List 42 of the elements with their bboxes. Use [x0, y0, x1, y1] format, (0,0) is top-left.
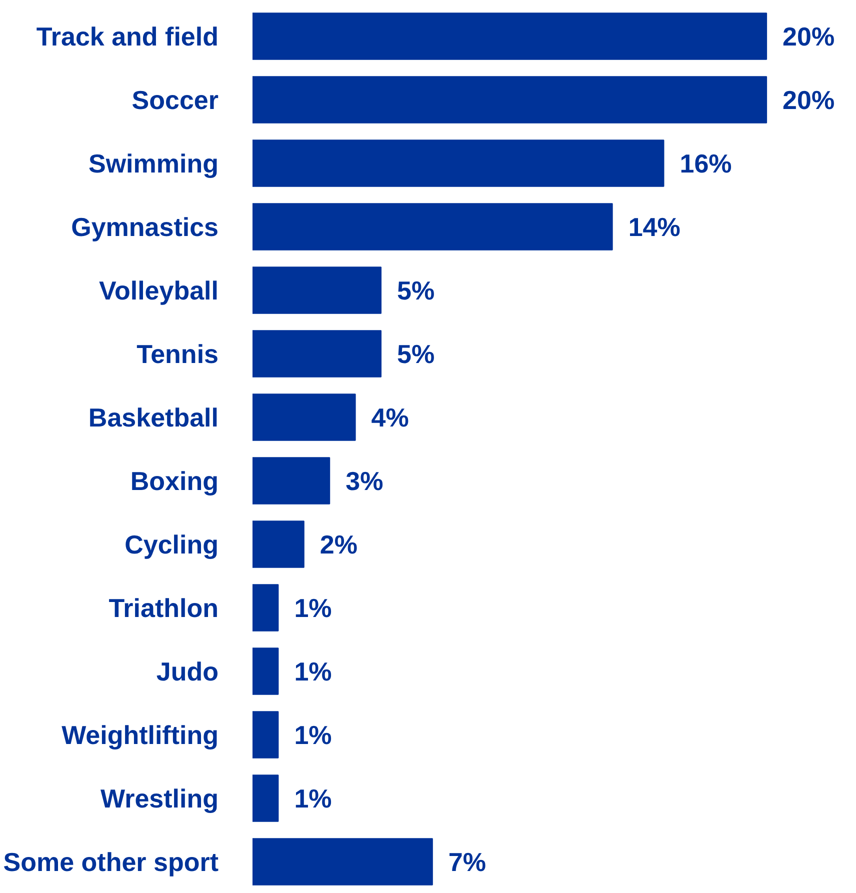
- data-label: 1%: [294, 656, 332, 686]
- bar: [252, 774, 279, 822]
- y-tick-label: Cycling: [124, 529, 219, 560]
- y-tick-label: Basketball: [88, 402, 219, 432]
- y-tick-label: Volleyball: [99, 275, 219, 306]
- y-tick-label: Triathlon: [108, 592, 219, 623]
- data-label: 5%: [397, 275, 435, 306]
- data-label: 7%: [448, 846, 486, 877]
- data-label: 16%: [680, 148, 732, 178]
- y-tick-label: Tennis: [136, 338, 218, 369]
- bar: [252, 330, 382, 378]
- y-tick-label: Gymnastics: [71, 212, 218, 242]
- data-label: 2%: [320, 529, 358, 560]
- bar: [252, 711, 279, 758]
- data-label: 4%: [371, 402, 409, 432]
- data-label: 1%: [294, 592, 332, 623]
- bar: [252, 520, 304, 568]
- bar: [252, 838, 433, 886]
- bar: [252, 584, 279, 632]
- data-label: 20%: [782, 21, 835, 52]
- bar: [252, 266, 382, 314]
- bar: [252, 12, 768, 60]
- y-tick-label: Track and field: [36, 21, 219, 52]
- y-tick-label: Soccer: [132, 84, 219, 115]
- y-tick-label: Swimming: [88, 148, 219, 178]
- y-tick-label: Boxing: [130, 466, 219, 496]
- bar: [252, 76, 768, 124]
- data-label: 5%: [397, 338, 435, 369]
- y-tick-label: Some other sport: [3, 846, 219, 877]
- data-label: 1%: [294, 783, 332, 814]
- data-label: 3%: [346, 466, 384, 496]
- bar: [252, 394, 356, 441]
- bar: [252, 457, 330, 504]
- y-tick-label: Wrestling: [100, 783, 219, 814]
- y-tick-label: Judo: [156, 656, 219, 686]
- bar: [252, 140, 664, 187]
- data-label: 20%: [782, 84, 835, 115]
- y-tick-label: Weightlifting: [62, 720, 219, 750]
- data-label: 14%: [628, 212, 680, 242]
- bar: [252, 203, 613, 250]
- data-label: 1%: [294, 720, 332, 750]
- bar: [252, 648, 279, 695]
